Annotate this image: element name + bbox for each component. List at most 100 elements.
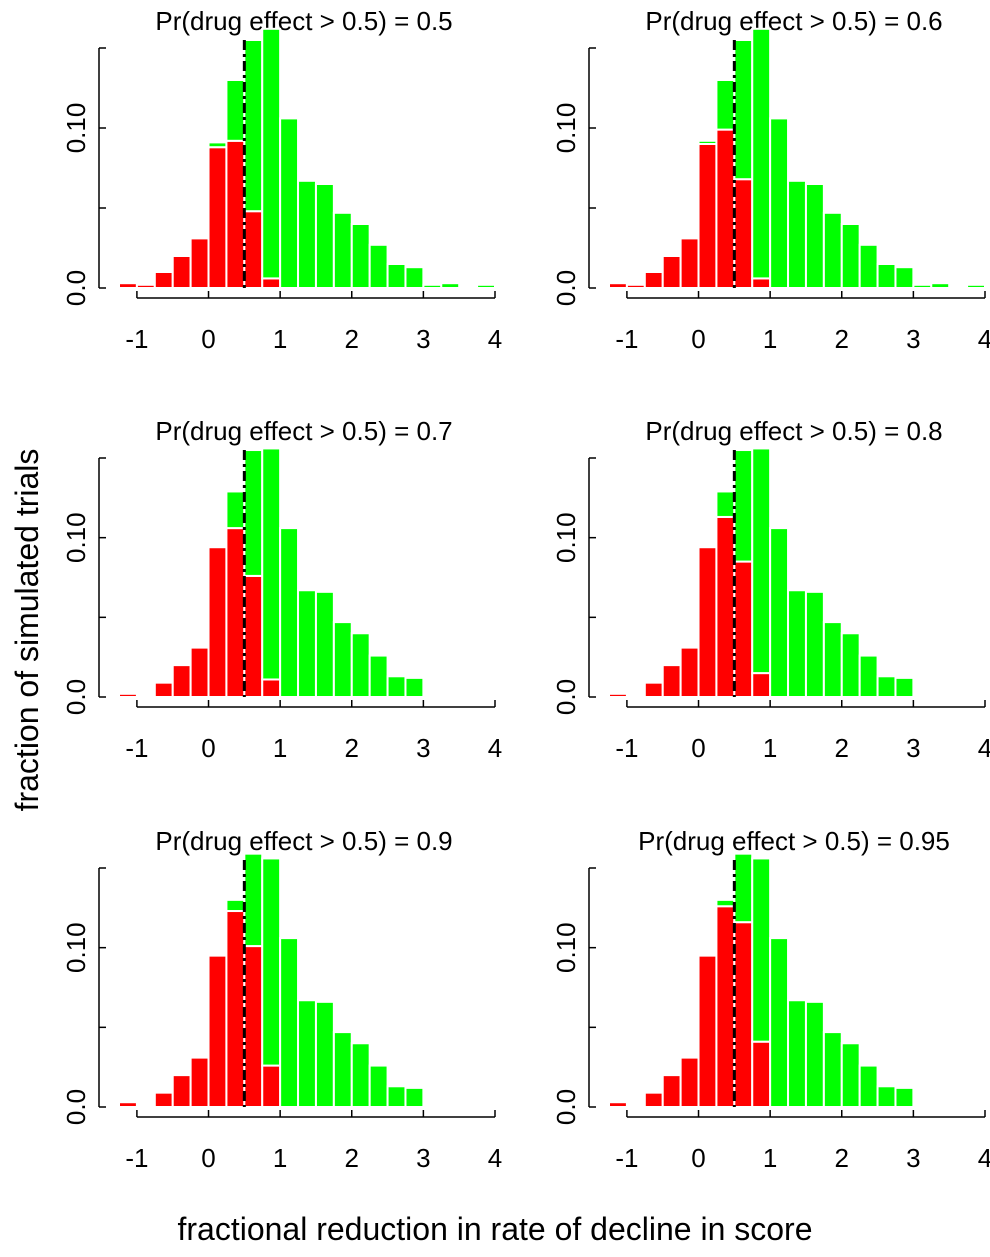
- bar-green: [440, 282, 461, 290]
- x-tick-label: 0: [691, 733, 705, 763]
- x-tick-label: -1: [125, 733, 148, 763]
- bar-green: [297, 589, 317, 698]
- bar-green: [804, 1000, 825, 1109]
- bar-green: [404, 266, 425, 290]
- histogram-panel-6: Pr(drug effect > 0.5) = 0.95 -1 0 1 2 3 4 0.0 0.…: [551, 826, 990, 1173]
- bar-green: [876, 263, 897, 289]
- y-tick-label: 0.0: [551, 270, 581, 306]
- x-axis-title: fractional reduction in rate of decline …: [177, 1211, 812, 1247]
- y-tick-label: 0.10: [551, 922, 581, 973]
- bar-green: [314, 183, 335, 289]
- bar-green: [733, 852, 754, 924]
- bar-red: [225, 527, 246, 699]
- bar-red: [697, 546, 718, 699]
- bar-red: [715, 128, 736, 289]
- x-tick-label: 3: [906, 1143, 920, 1173]
- x-tick-label: 3: [416, 1143, 430, 1173]
- bar-green: [297, 999, 317, 1108]
- bar-green: [332, 621, 353, 699]
- x-tick-label: 1: [763, 733, 777, 763]
- bar-green: [787, 179, 807, 289]
- bar-green: [804, 183, 825, 289]
- bar-green: [840, 1042, 861, 1109]
- bar-red: [171, 664, 192, 699]
- x-tick-label: 2: [835, 733, 849, 763]
- x-tick-label: 2: [345, 324, 359, 354]
- x-tick-label: 4: [488, 1143, 502, 1173]
- bar-green: [386, 1085, 407, 1108]
- bar-green: [332, 211, 353, 289]
- bar-red: [679, 1056, 700, 1109]
- bar-green: [697, 139, 718, 146]
- bar-green: [822, 211, 843, 289]
- bar-green: [225, 490, 246, 530]
- bar-green: [386, 675, 407, 699]
- panels-group: Pr(drug effect > 0.5) = 0.5 -1 0 1 2 3 4 0.0 0.1…: [61, 6, 990, 1173]
- bar-green: [733, 39, 754, 181]
- bar-green: [332, 1031, 353, 1108]
- x-tick-label: 0: [691, 1143, 705, 1173]
- bar-red: [679, 237, 700, 289]
- bar-green: [279, 527, 300, 699]
- x-tick-label: -1: [615, 324, 638, 354]
- bar-red: [118, 282, 138, 290]
- x-tick-label: 4: [488, 324, 502, 354]
- bar-red: [715, 905, 736, 1108]
- bar-red: [153, 681, 174, 698]
- bar-green: [476, 283, 497, 289]
- bar-green: [876, 675, 897, 699]
- bar-red: [608, 282, 628, 290]
- panel-title: Pr(drug effect > 0.5) = 0.95: [638, 826, 950, 856]
- bar-red: [207, 954, 228, 1109]
- bar-green: [314, 1000, 335, 1109]
- bar-green: [894, 676, 915, 699]
- bar-green: [314, 590, 335, 699]
- bar-green: [243, 39, 264, 213]
- bar-green: [894, 266, 915, 290]
- x-tick-label: 0: [201, 733, 215, 763]
- bar-red: [243, 574, 264, 699]
- bar-green: [966, 283, 986, 289]
- histogram-panel-5: Pr(drug effect > 0.5) = 0.9 -1 0 1 2 3 4 0.0 0.1…: [61, 826, 502, 1173]
- bar-red: [207, 546, 228, 699]
- bar-green: [840, 223, 861, 289]
- y-tick-label: 0.10: [61, 512, 91, 563]
- bar-red: [733, 178, 754, 289]
- bar-red: [207, 146, 228, 289]
- y-tick-label: 0.0: [551, 679, 581, 715]
- bar-green: [840, 632, 861, 698]
- y-tick-label: 0.10: [551, 512, 581, 563]
- bar-green: [858, 654, 879, 698]
- bar-red: [625, 283, 646, 289]
- histogram-panel-4: Pr(drug effect > 0.5) = 0.8 -1 0 1 2 3 4 0.0 0.1…: [551, 416, 990, 763]
- bar-green: [279, 117, 300, 290]
- bar-red: [679, 646, 700, 699]
- y-tick-label: 0.10: [61, 922, 91, 973]
- bar-green: [261, 27, 282, 280]
- x-tick-label: 1: [763, 324, 777, 354]
- histogram-panel-2: Pr(drug effect > 0.5) = 0.6 -1 0 1 2 3 4 0.0 0.1…: [551, 6, 990, 354]
- x-tick-label: 1: [273, 1143, 287, 1173]
- y-tick-label: 0.0: [61, 1089, 91, 1125]
- bar-red: [751, 277, 772, 289]
- bar-green: [930, 1104, 951, 1108]
- panel-title: Pr(drug effect > 0.5) = 0.7: [155, 416, 452, 446]
- bar-red: [661, 255, 682, 289]
- y-tick-label: 0.10: [61, 103, 91, 154]
- bar-red: [733, 560, 754, 698]
- bar-green: [350, 223, 371, 289]
- y-tick-label: 0.0: [61, 270, 91, 306]
- bar-green: [769, 527, 790, 699]
- bar-green: [368, 1064, 389, 1109]
- bar-green: [225, 898, 246, 913]
- x-tick-label: 4: [978, 733, 990, 763]
- x-tick-label: 4: [978, 1143, 990, 1173]
- bar-red: [225, 910, 246, 1109]
- bar-green: [894, 1086, 915, 1109]
- bar-red: [261, 277, 282, 289]
- x-tick-label: 1: [273, 733, 287, 763]
- bar-red: [608, 1101, 628, 1108]
- histogram-panel-3: Pr(drug effect > 0.5) = 0.7 -1 0 1 2 3 4 0.0 0.1…: [61, 416, 502, 763]
- bar-green: [261, 857, 282, 1067]
